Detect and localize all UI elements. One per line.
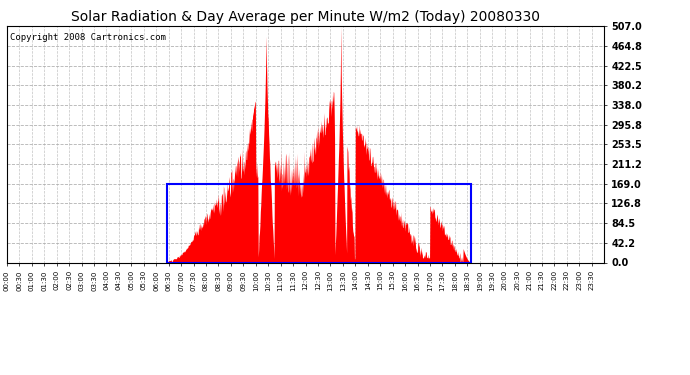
Bar	[166, 184, 471, 262]
Text: Copyright 2008 Cartronics.com: Copyright 2008 Cartronics.com	[10, 33, 166, 42]
Title: Solar Radiation & Day Average per Minute W/m2 (Today) 20080330: Solar Radiation & Day Average per Minute…	[71, 10, 540, 24]
